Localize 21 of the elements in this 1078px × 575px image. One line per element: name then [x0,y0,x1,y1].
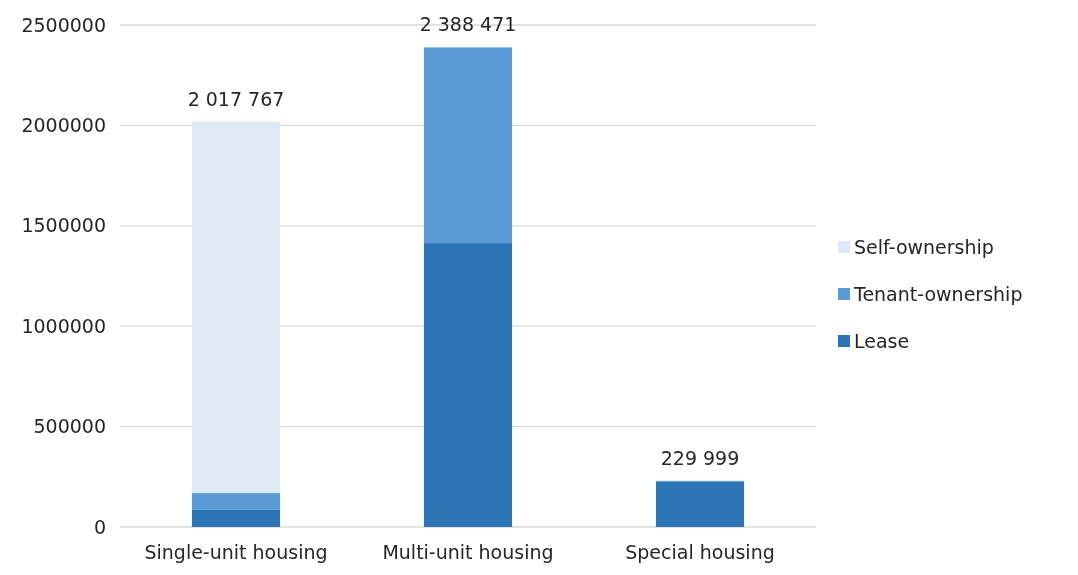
bar [423,243,513,527]
x-tick-label: Single-unit housing [144,541,328,563]
y-tick-label: 0 [93,515,106,538]
bar [191,493,281,510]
total-label: 229 999 [660,446,740,469]
x-tick-label: Special housing [625,541,775,563]
bar [191,509,281,527]
total-label: 2 017 767 [187,87,285,110]
total-label: 2 388 471 [419,13,517,36]
bar [423,47,513,244]
y-tick-label: 1000000 [21,314,106,337]
y-tick-label: 1500000 [21,214,106,237]
bar [191,121,281,494]
legend-label: Tenant-ownership [853,282,1023,305]
x-tick-label: Multi-unit housing [382,541,554,563]
legend-label: Self-ownership [854,235,994,258]
y-tick-label: 2500000 [21,13,106,36]
y-tick-label: 2000000 [21,114,106,137]
legend-label: Lease [854,329,910,352]
y-tick-label: 500000 [33,415,106,438]
bar [655,481,745,527]
